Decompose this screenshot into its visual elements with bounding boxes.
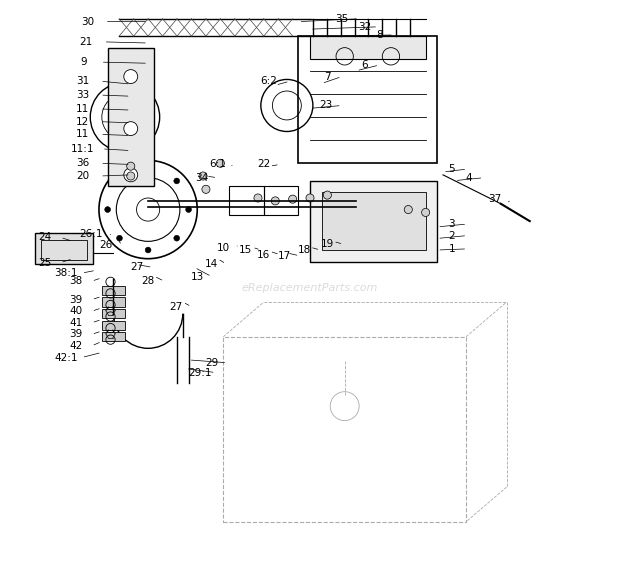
Bar <box>41 240 87 260</box>
Text: 21: 21 <box>79 37 93 47</box>
Text: 26: 26 <box>99 241 112 250</box>
Text: 41: 41 <box>69 318 82 328</box>
Circle shape <box>145 247 151 253</box>
Circle shape <box>185 207 192 213</box>
Text: 38: 38 <box>69 276 82 286</box>
Text: 25: 25 <box>38 258 52 268</box>
Circle shape <box>126 172 135 180</box>
Text: 31: 31 <box>76 76 89 86</box>
Text: 42:1: 42:1 <box>54 353 78 363</box>
Circle shape <box>174 235 180 241</box>
Circle shape <box>124 70 138 84</box>
Text: 36: 36 <box>76 158 89 168</box>
Circle shape <box>145 166 151 172</box>
Circle shape <box>126 162 135 170</box>
Text: eReplacementParts.com: eReplacementParts.com <box>242 282 378 293</box>
Text: 23: 23 <box>319 101 332 110</box>
Text: 10: 10 <box>217 243 230 253</box>
Circle shape <box>216 159 224 167</box>
Text: 40: 40 <box>69 306 82 316</box>
Circle shape <box>323 191 332 199</box>
Text: 2: 2 <box>448 231 455 241</box>
Text: 42: 42 <box>69 341 82 351</box>
Text: 27: 27 <box>169 302 182 311</box>
Circle shape <box>124 168 138 182</box>
Text: 20: 20 <box>76 171 89 181</box>
Circle shape <box>404 206 412 214</box>
Circle shape <box>306 194 314 202</box>
Text: 8: 8 <box>376 30 383 40</box>
Text: 22: 22 <box>257 159 270 170</box>
Text: 29: 29 <box>205 358 218 368</box>
Text: 29:1: 29:1 <box>188 368 212 378</box>
Text: 26:1: 26:1 <box>80 229 103 239</box>
Text: 12: 12 <box>76 117 89 127</box>
Bar <box>229 187 264 216</box>
Text: 9: 9 <box>80 57 87 67</box>
Text: 28: 28 <box>141 276 155 286</box>
Text: 14: 14 <box>205 259 218 269</box>
Text: 13: 13 <box>190 272 204 282</box>
Bar <box>322 192 426 250</box>
Circle shape <box>117 235 122 241</box>
Text: 5: 5 <box>448 164 455 174</box>
Text: 11: 11 <box>76 104 89 114</box>
Circle shape <box>105 207 110 213</box>
Bar <box>102 321 125 330</box>
Text: 16: 16 <box>257 250 270 260</box>
Text: 33: 33 <box>76 90 89 100</box>
Bar <box>102 332 125 342</box>
Text: 19: 19 <box>321 239 334 249</box>
Text: 17: 17 <box>277 251 291 261</box>
Circle shape <box>124 121 138 135</box>
Text: 30: 30 <box>81 17 94 27</box>
Circle shape <box>117 178 122 184</box>
Bar <box>102 286 125 295</box>
Text: 37: 37 <box>489 194 502 204</box>
Text: 6: 6 <box>361 60 368 70</box>
Circle shape <box>254 194 262 202</box>
Bar <box>35 232 93 264</box>
Bar <box>108 48 154 187</box>
Text: 11:1: 11:1 <box>71 144 94 154</box>
Text: 24: 24 <box>38 232 52 242</box>
Text: 39: 39 <box>69 295 82 305</box>
Text: 39: 39 <box>69 329 82 339</box>
Bar <box>102 309 125 318</box>
Text: 7: 7 <box>324 71 330 81</box>
Text: 38:1: 38:1 <box>54 268 78 278</box>
Text: 35: 35 <box>335 14 348 24</box>
Text: 15: 15 <box>239 245 252 255</box>
Text: 34: 34 <box>195 173 208 183</box>
Bar <box>102 297 125 307</box>
Text: 27: 27 <box>130 263 143 272</box>
Circle shape <box>288 195 297 203</box>
Bar <box>310 181 437 261</box>
Circle shape <box>422 209 430 217</box>
Bar <box>223 337 466 522</box>
Text: 6:1: 6:1 <box>209 159 226 170</box>
Text: 11: 11 <box>76 130 89 139</box>
Bar <box>298 36 437 163</box>
Bar <box>264 187 298 216</box>
Text: 4: 4 <box>466 173 472 183</box>
Text: 1: 1 <box>448 244 455 254</box>
Circle shape <box>199 172 207 180</box>
Bar <box>310 36 426 59</box>
Circle shape <box>202 185 210 193</box>
Text: 3: 3 <box>448 219 455 229</box>
Text: 18: 18 <box>298 245 311 255</box>
Circle shape <box>272 197 280 205</box>
Circle shape <box>174 178 180 184</box>
Text: 6:2: 6:2 <box>260 76 277 86</box>
Text: 32: 32 <box>358 22 371 32</box>
